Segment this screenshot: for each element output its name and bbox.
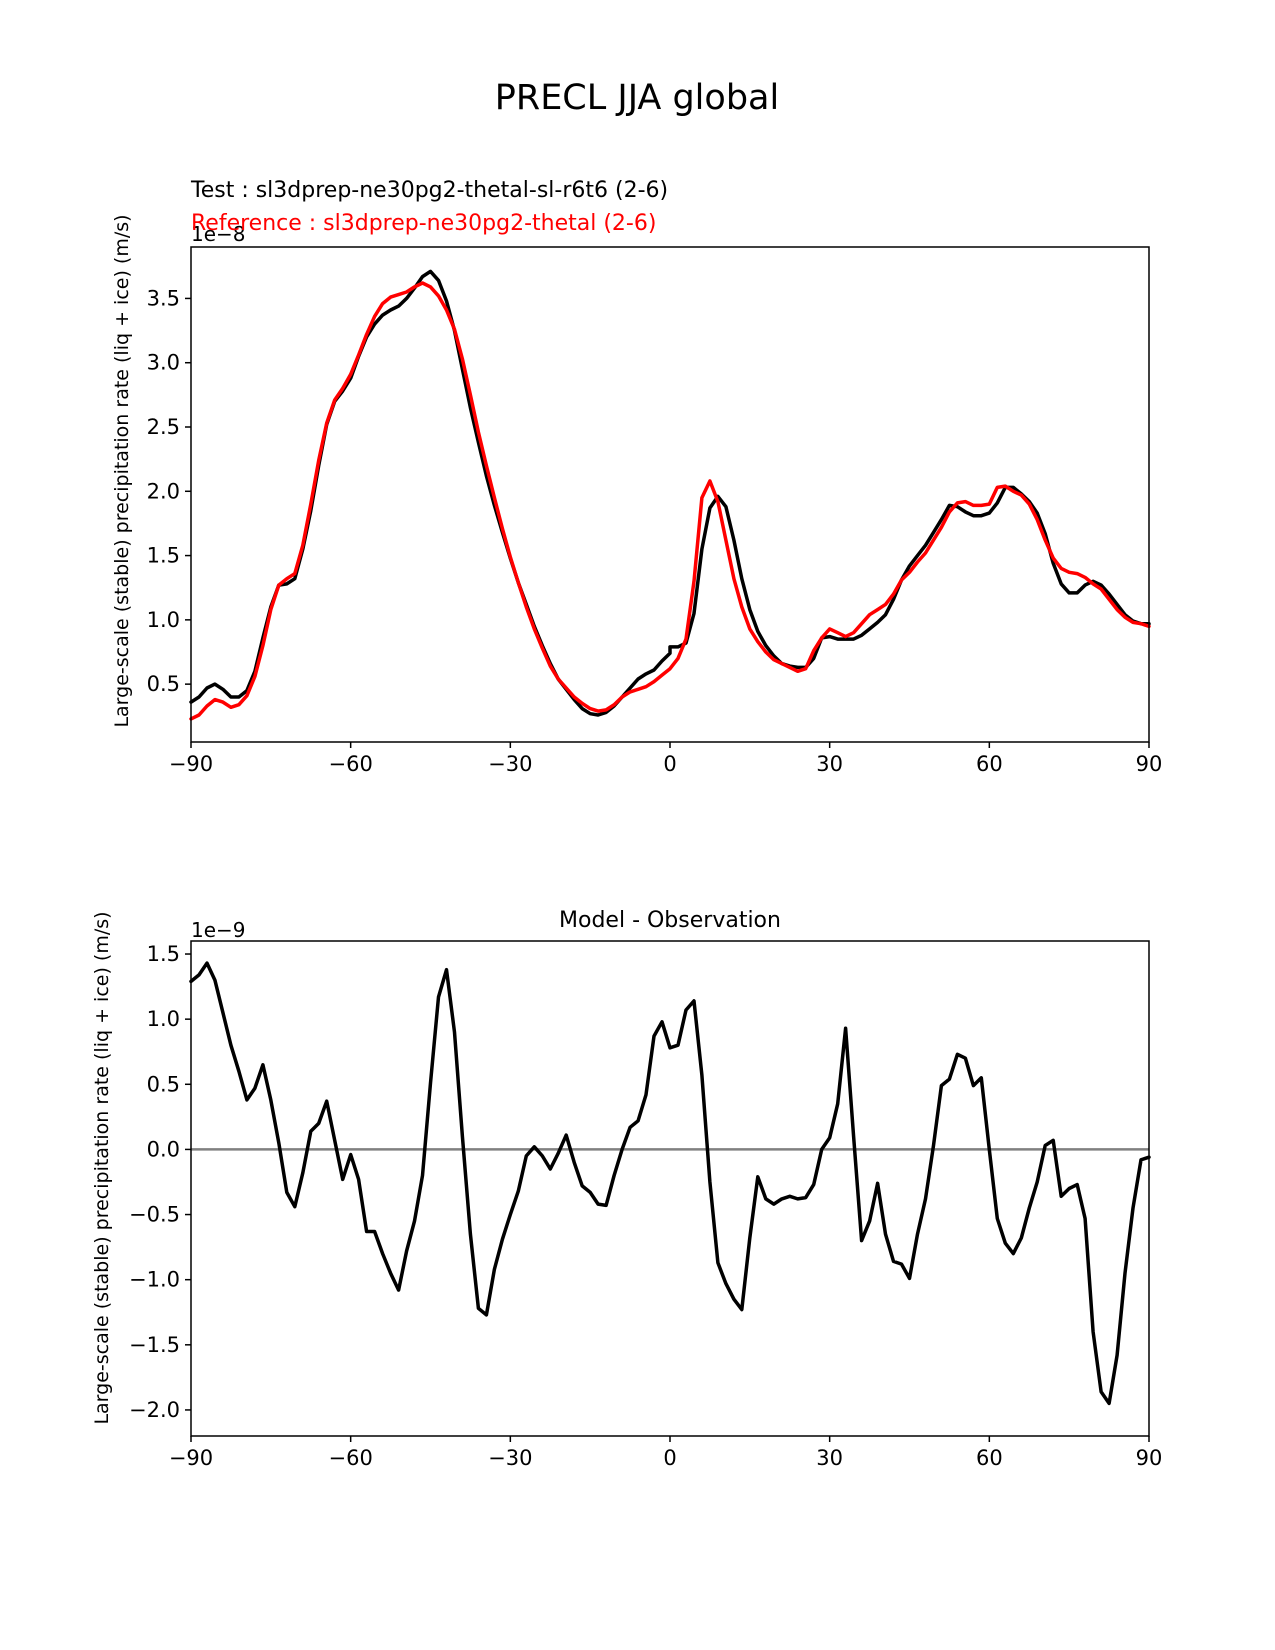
reference-label: Reference : sl3dprep-ne30pg2-thetal (2-6… — [191, 211, 656, 236]
x-tick-label: 90 — [1136, 752, 1163, 776]
top-plot-area: −90 −60 −30 0 30 60 90 0.5 1.0 1.5 2.0 2.5 3.0 3.5 — [147, 246, 1163, 776]
y-tick-label: 3.0 — [147, 351, 180, 375]
figure-title: PRECL JJA global — [495, 78, 779, 118]
x-tick-label: −30 — [488, 1446, 532, 1470]
x-tick-label: −90 — [169, 1446, 213, 1470]
y-tick-label: 0.0 — [147, 1137, 180, 1161]
x-tick-label: 0 — [663, 752, 676, 776]
x-tick-label: 60 — [976, 1446, 1003, 1470]
y-tick-label: 2.5 — [147, 415, 180, 439]
y-tick-label: 1.5 — [147, 942, 180, 966]
test-series-line — [189, 961, 1151, 1406]
y-axis-label: Large-scale (stable) precipitation rate … — [91, 911, 113, 1424]
top-chart-panel: Test : sl3dprep-ne30pg2-thetal-sl-r6t6 (… — [111, 178, 1162, 776]
y-tick-label: 3.5 — [147, 286, 180, 310]
x-tick-label: −60 — [329, 1446, 373, 1470]
reference-series-line — [189, 281, 1151, 721]
x-tick-label: 0 — [663, 1446, 676, 1470]
offset-label: 1e−8 — [191, 222, 246, 246]
y-tick-label: 2.0 — [147, 479, 180, 503]
axes-frame — [190, 940, 1150, 1437]
x-tick-label: −60 — [329, 752, 373, 776]
y-tick-label: 1.0 — [147, 608, 180, 632]
y-tick-label: 0.5 — [147, 1072, 180, 1096]
x-tick-label: 90 — [1136, 1446, 1163, 1470]
x-tick-label: −30 — [488, 752, 532, 776]
bottom-chart-panel: Model - Observation 1e−9 Large-scale (st… — [91, 908, 1162, 1470]
test-series-line — [189, 269, 1151, 717]
y-tick-label: 0.5 — [147, 672, 180, 696]
x-tick-label: 30 — [816, 1446, 843, 1470]
y-axis-label: Large-scale (stable) precipitation rate … — [111, 214, 133, 727]
x-tick-label: 30 — [816, 752, 843, 776]
y-tick-label: −2.0 — [129, 1398, 180, 1422]
offset-label: 1e−9 — [191, 918, 246, 942]
x-tick-label: 60 — [976, 752, 1003, 776]
y-tick-label: 1.0 — [147, 1007, 180, 1031]
x-tick-label: −90 — [169, 752, 213, 776]
chart-title: Model - Observation — [559, 908, 781, 933]
y-tick-label: 1.5 — [147, 544, 180, 568]
y-tick-label: −1.0 — [129, 1268, 180, 1292]
y-tick-label: −0.5 — [129, 1203, 180, 1227]
test-label: Test : sl3dprep-ne30pg2-thetal-sl-r6t6 (… — [190, 178, 668, 203]
y-tick-label: −1.5 — [129, 1333, 180, 1357]
bottom-plot-area: −90 −60 −30 0 30 60 90 −2.0 −1.5 −1.0 −0.5 0.0 0.5 1.… — [129, 940, 1163, 1470]
